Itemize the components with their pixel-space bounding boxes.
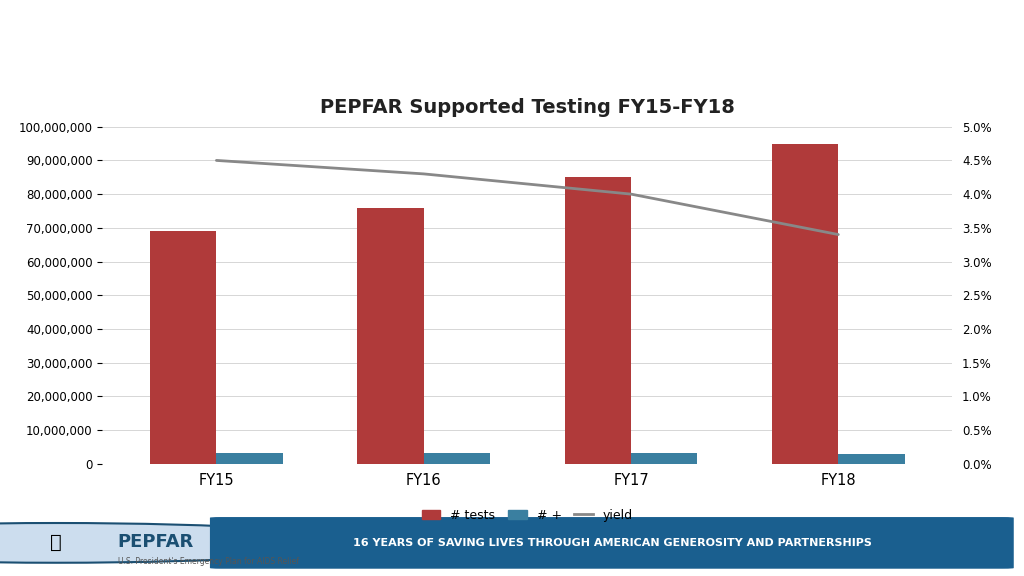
Bar <box>357 207 424 464</box>
Text: PEPFAR: PEPFAR <box>118 533 194 551</box>
Legend: # tests, # +, yield: # tests, # +, yield <box>417 503 638 526</box>
Bar <box>631 453 697 464</box>
FancyBboxPatch shape <box>210 517 1014 569</box>
Bar <box>839 454 904 464</box>
Bar <box>564 177 631 464</box>
Text: 16 YEARS OF SAVING LIVES THROUGH AMERICAN GENEROSITY AND PARTNERSHIPS: 16 YEARS OF SAVING LIVES THROUGH AMERICA… <box>353 538 871 548</box>
Bar <box>772 143 839 464</box>
Bar <box>216 453 283 464</box>
Text: Increasing testing volumes and decreasing yields are not sustainable and will no: Increasing testing volumes and decreasin… <box>12 25 844 69</box>
Bar <box>424 453 490 464</box>
Text: U.S. President's Emergency Plan for AIDS Relief: U.S. President's Emergency Plan for AIDS… <box>118 557 299 566</box>
Bar <box>151 231 216 464</box>
Text: 🌐: 🌐 <box>50 533 62 552</box>
Circle shape <box>0 523 364 563</box>
Title: PEPFAR Supported Testing FY15-FY18: PEPFAR Supported Testing FY15-FY18 <box>319 98 735 117</box>
